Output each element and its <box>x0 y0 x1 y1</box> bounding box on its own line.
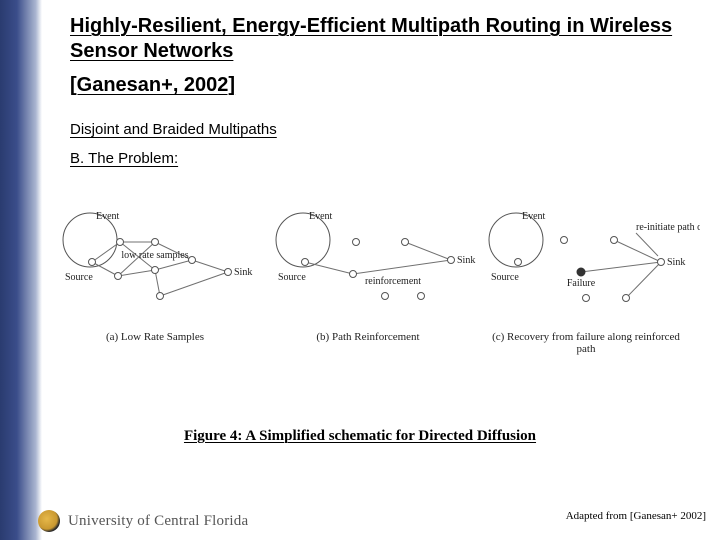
svg-text:Source: Source <box>278 272 306 283</box>
figure-caption: Figure 4: A Simplified schematic for Dir… <box>0 428 720 445</box>
section-heading: Disjoint and Braided Multipaths <box>70 121 700 138</box>
footer: University of Central Florida <box>38 510 248 532</box>
svg-text:Sink: Sink <box>667 257 685 268</box>
svg-text:Event: Event <box>96 211 120 222</box>
svg-text:Sink: Sink <box>457 255 475 266</box>
university-name: University of Central Florida <box>68 513 248 530</box>
svg-text:reinforcement: reinforcement <box>365 276 421 287</box>
panel-c: Event Source Sink Failure re-initiate path d… <box>489 211 700 355</box>
svg-text:re-initiate path discovery: re-initiate path discovery <box>636 222 700 233</box>
left-gradient-bar <box>0 0 42 540</box>
svg-text:Event: Event <box>522 211 546 222</box>
figure-svg: Event Source Sink low rate samples (a) Low R… <box>60 200 700 370</box>
slide-title: Highly-Resilient, Energy-Efficient Multi… <box>70 14 700 64</box>
content-block: Highly-Resilient, Energy-Efficient Multi… <box>70 14 700 167</box>
ucf-logo-icon <box>38 510 60 532</box>
subsection-heading: B. The Problem: <box>70 150 700 167</box>
svg-text:Failure: Failure <box>567 278 596 289</box>
svg-text:Event: Event <box>309 211 333 222</box>
svg-text:Source: Source <box>491 272 519 283</box>
svg-text:low rate samples: low rate samples <box>121 250 188 261</box>
svg-text:Sink: Sink <box>234 267 252 278</box>
slide-citation: [Ganesan+, 2002] <box>70 74 700 97</box>
adapted-from: Adapted from [Ganesan+ 2002] <box>566 510 706 522</box>
figure-4: Event Source Sink low rate samples (a) Low R… <box>60 200 700 400</box>
panel-b: Event Source Sink reinforcement (b) Path Rei… <box>276 211 475 343</box>
svg-text:(a) Low Rate Samples: (a) Low Rate Samples <box>106 331 204 343</box>
svg-text:(c) Recovery from failure alon: (c) Recovery from failure along reinforc… <box>492 331 680 355</box>
svg-text:(b) Path Reinforcement: (b) Path Reinforcement <box>316 331 419 343</box>
panel-a: Event Source Sink low rate samples (a) Low R… <box>63 211 252 343</box>
svg-text:Source: Source <box>65 272 93 283</box>
